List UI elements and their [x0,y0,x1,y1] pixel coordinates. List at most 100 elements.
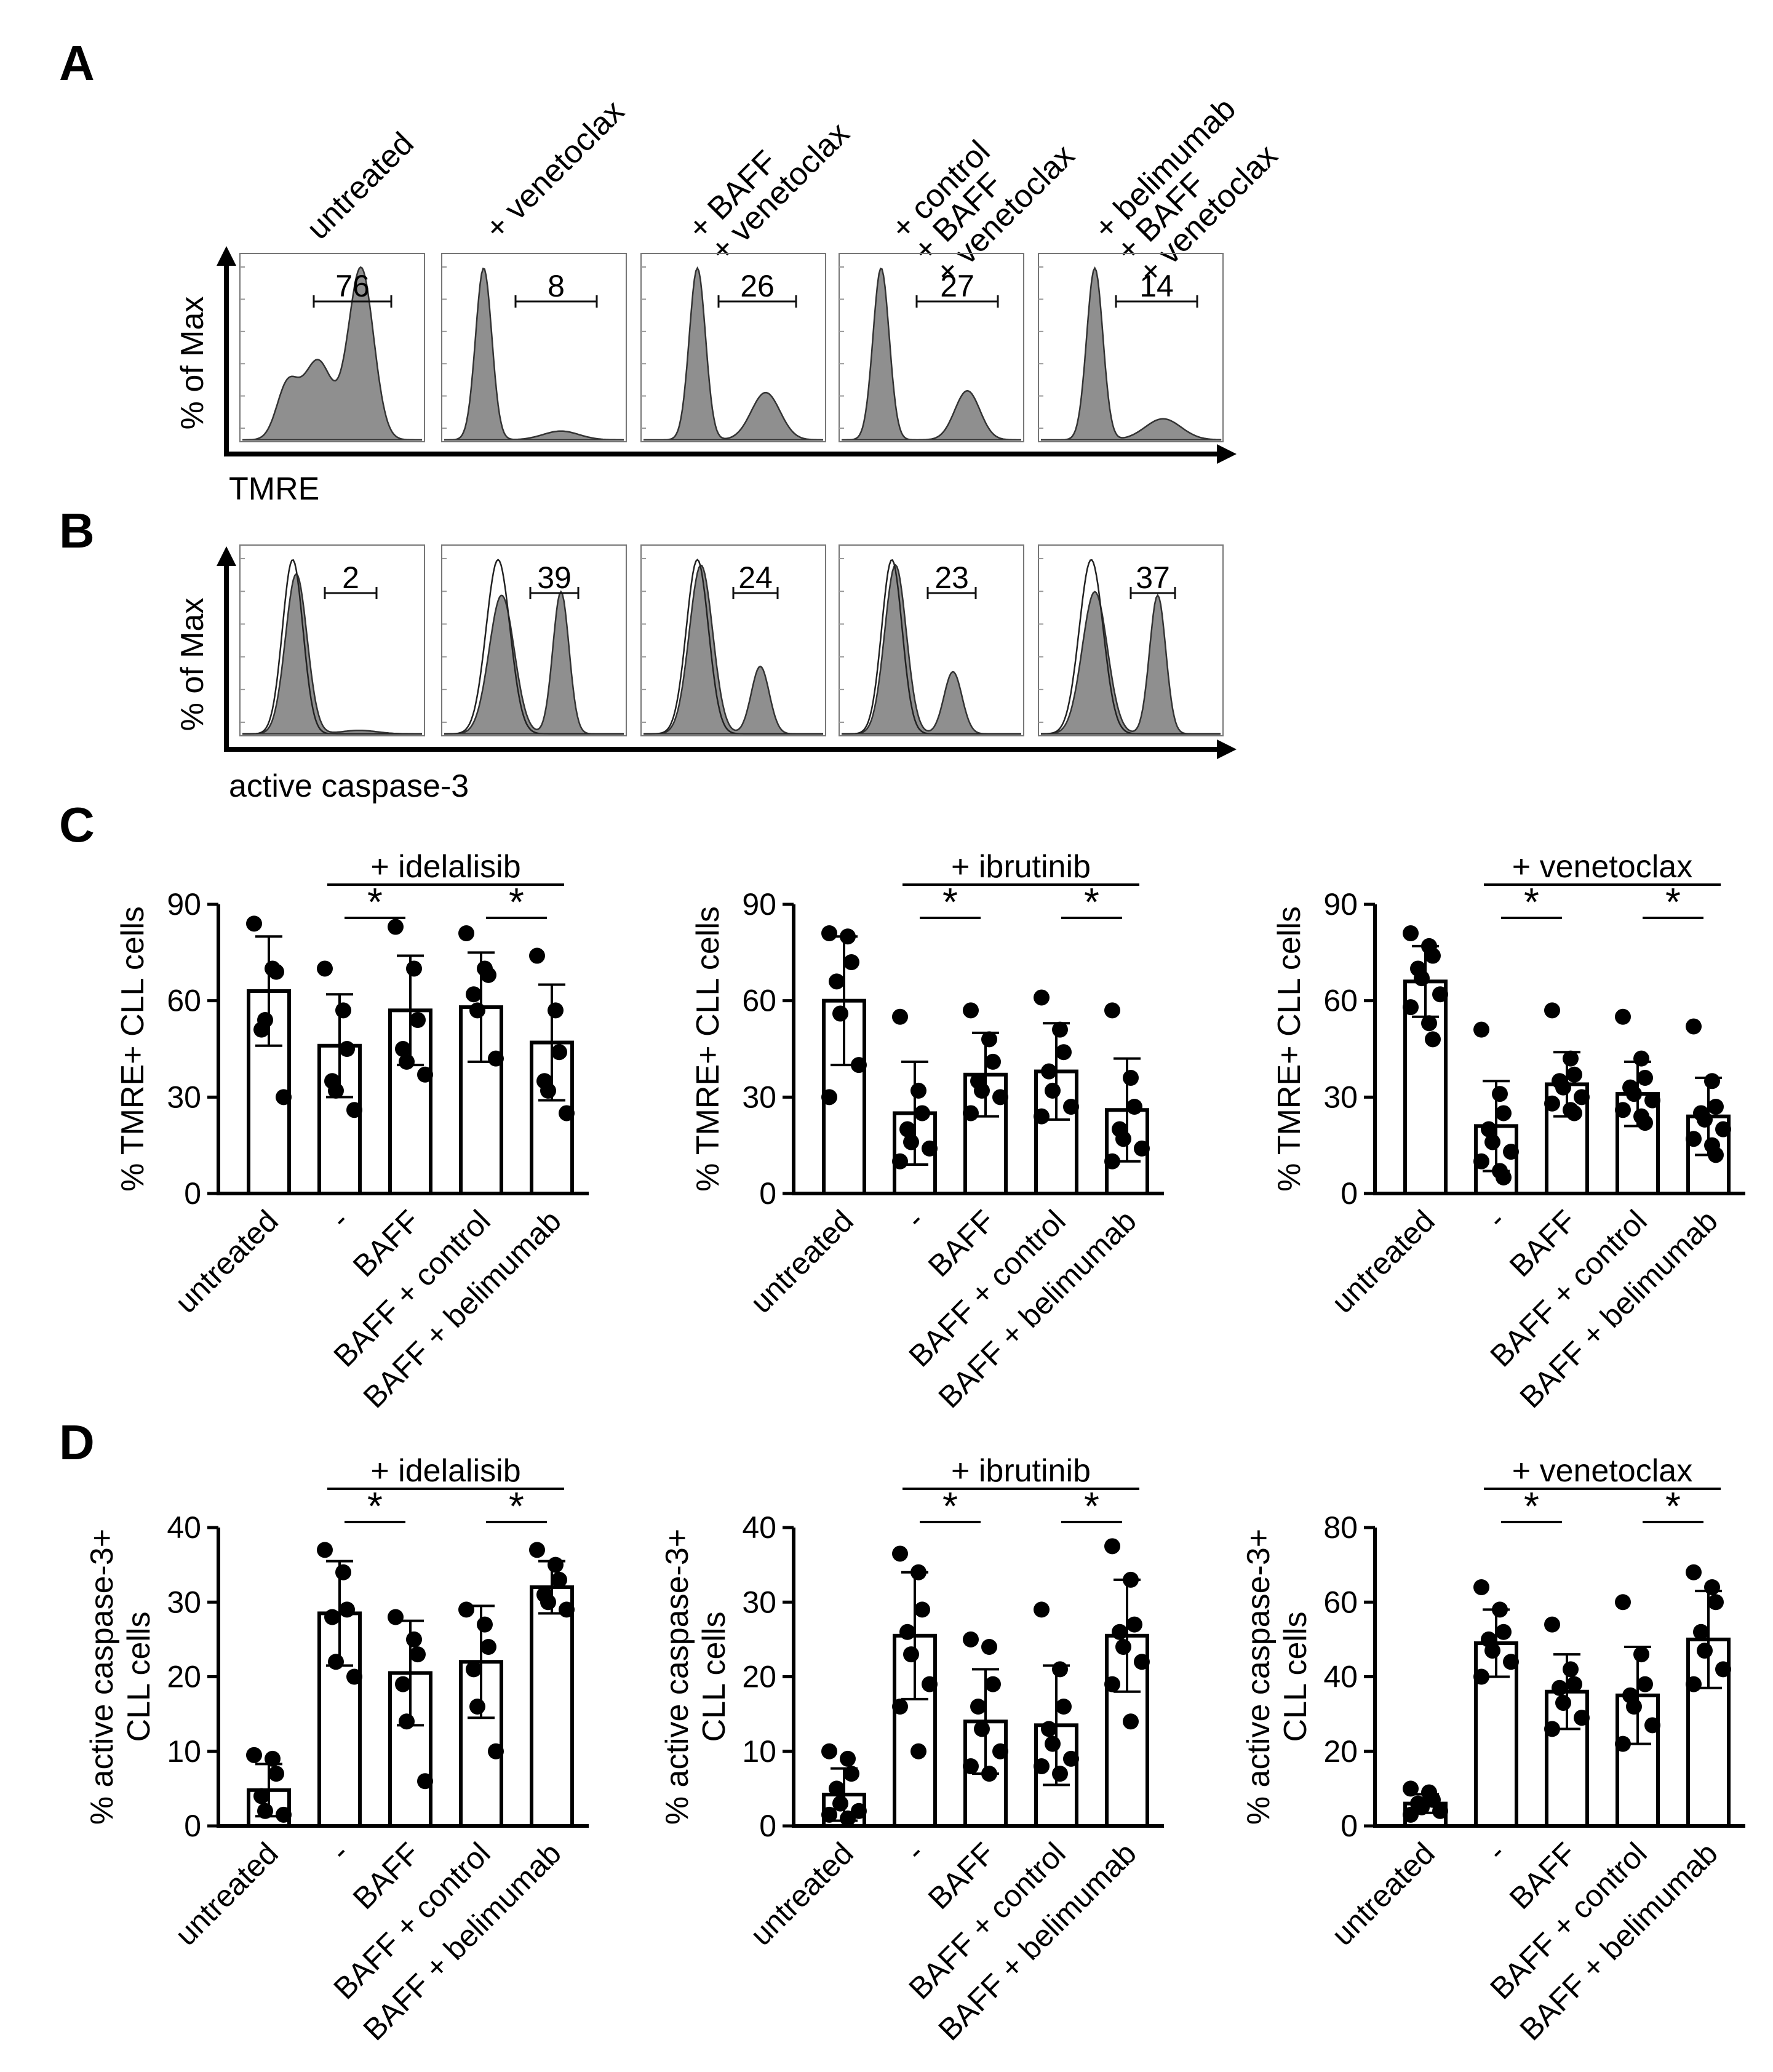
data-point [840,928,856,945]
drug-title: + venetoclax [1512,849,1692,885]
category-label-1: untreated [1325,1836,1441,1952]
panel-b-gate-value-3: 24 [738,560,773,595]
panel-a-gate-value-5: 14 [1139,269,1174,303]
data-point [548,1002,564,1019]
y-tick-label: 10 [167,1734,201,1769]
y-tick-label: 0 [759,1176,776,1211]
data-point [992,1089,1008,1106]
data-point [832,1005,848,1022]
data-point [335,1002,351,1019]
y-tick-label: 0 [1341,1176,1358,1211]
data-point [1626,1699,1642,1715]
data-point [1126,1616,1142,1633]
y-tick-label: 90 [742,887,776,922]
significance-star: * [367,1484,383,1528]
category-label-2: - [899,1836,930,1867]
category-label-1: untreated [1325,1203,1441,1320]
data-point [1052,1766,1068,1782]
panel-b-histogram-fill-4 [842,564,1021,735]
data-point [974,1721,990,1737]
data-point [388,918,404,935]
chart-D3: 0 20 40 60 80 % active caspase-3+ CLL cells unt… [1241,1453,1745,2047]
panel-letter-b: B [59,503,95,558]
panel-a-x-arrowhead [1217,444,1237,464]
data-point [1492,1601,1508,1618]
data-point [1686,1564,1702,1580]
data-point [985,1053,1001,1070]
panel-b-histogram-frame-5 [1038,544,1224,736]
data-point [246,1747,262,1763]
y-tick-label: 60 [167,984,201,1018]
panel-a-x-axis-label: TMRE [229,471,319,507]
data-point [1704,1073,1720,1090]
panel-a-gate-value-2: 8 [548,269,565,303]
panel-b-control-outline-2 [444,559,624,735]
data-point [548,1556,564,1573]
data-point [843,954,859,970]
data-point [922,1140,938,1157]
data-point [417,1773,433,1790]
panel-a-histogram-fill-1 [242,266,422,441]
data-point [324,1609,340,1625]
data-point [1615,1735,1631,1752]
y-axis-title-line-1: % active caspase-3+ [84,1529,120,1825]
panel-a-histogram-frame-4 [839,253,1024,442]
panel-b-gate-value-2: 39 [537,560,572,595]
data-point [1715,1661,1731,1678]
data-point [981,1031,997,1048]
drug-title: + idelalisib [370,849,520,885]
y-tick-label: 40 [167,1510,201,1545]
category-label-2: - [1480,1203,1512,1235]
data-point [1496,1169,1512,1185]
panel-b-caspase-histograms: % of Max active caspase-3 2 39 24 23 37 [175,544,1237,804]
data-point [477,1616,493,1633]
data-point [276,1089,292,1106]
data-point [410,1646,426,1663]
data-point [1626,1086,1642,1102]
data-point [981,1766,997,1782]
data-point [1574,1089,1590,1106]
y-tick-label: 30 [742,1080,776,1114]
data-point [832,1795,848,1812]
data-point [1052,1021,1068,1038]
drug-title: + venetoclax [1512,1453,1692,1489]
data-point [410,1012,426,1028]
data-point [914,1601,930,1618]
y-tick-label: 90 [167,887,201,922]
y-tick-label: 40 [1323,1660,1358,1694]
data-point [1414,970,1430,987]
data-point [892,1545,908,1562]
y-axis-title-line-2: CLL cells [1278,1612,1313,1742]
data-point [981,1639,997,1655]
panel-b-gate-value-4: 23 [934,560,969,595]
data-point [395,1041,411,1057]
y-tick-label: 0 [184,1809,201,1843]
data-point [406,960,422,977]
data-point [851,1057,867,1074]
y-axis-title-line-1: % active caspase-3+ [659,1529,695,1825]
data-point [1708,1099,1724,1115]
y-axis-title: % TMRE+ CLL cells [1272,906,1307,1192]
data-point [1503,1144,1519,1160]
data-point [1637,1070,1653,1086]
data-point [963,1105,979,1122]
data-point [1708,1594,1724,1611]
data-point [1481,1121,1497,1138]
data-point [1056,1044,1072,1061]
data-point [1693,1624,1709,1640]
condition-label-1-line-1: untreated [300,126,420,246]
y-axis-title-line-1: % active caspase-3+ [1241,1529,1277,1825]
data-point [1104,1002,1120,1019]
data-point [1432,1803,1448,1819]
y-tick-label: 80 [1323,1510,1358,1545]
data-point [1104,1153,1120,1169]
bar-4 [1616,1092,1660,1195]
category-label-2: - [1480,1836,1512,1867]
data-point [1496,1105,1512,1122]
data-point [1425,1031,1441,1048]
data-point [963,1631,979,1648]
panel-b-gate-value-5: 37 [1136,560,1170,595]
condition-label-2-line-1: + venetoclax [478,94,631,246]
